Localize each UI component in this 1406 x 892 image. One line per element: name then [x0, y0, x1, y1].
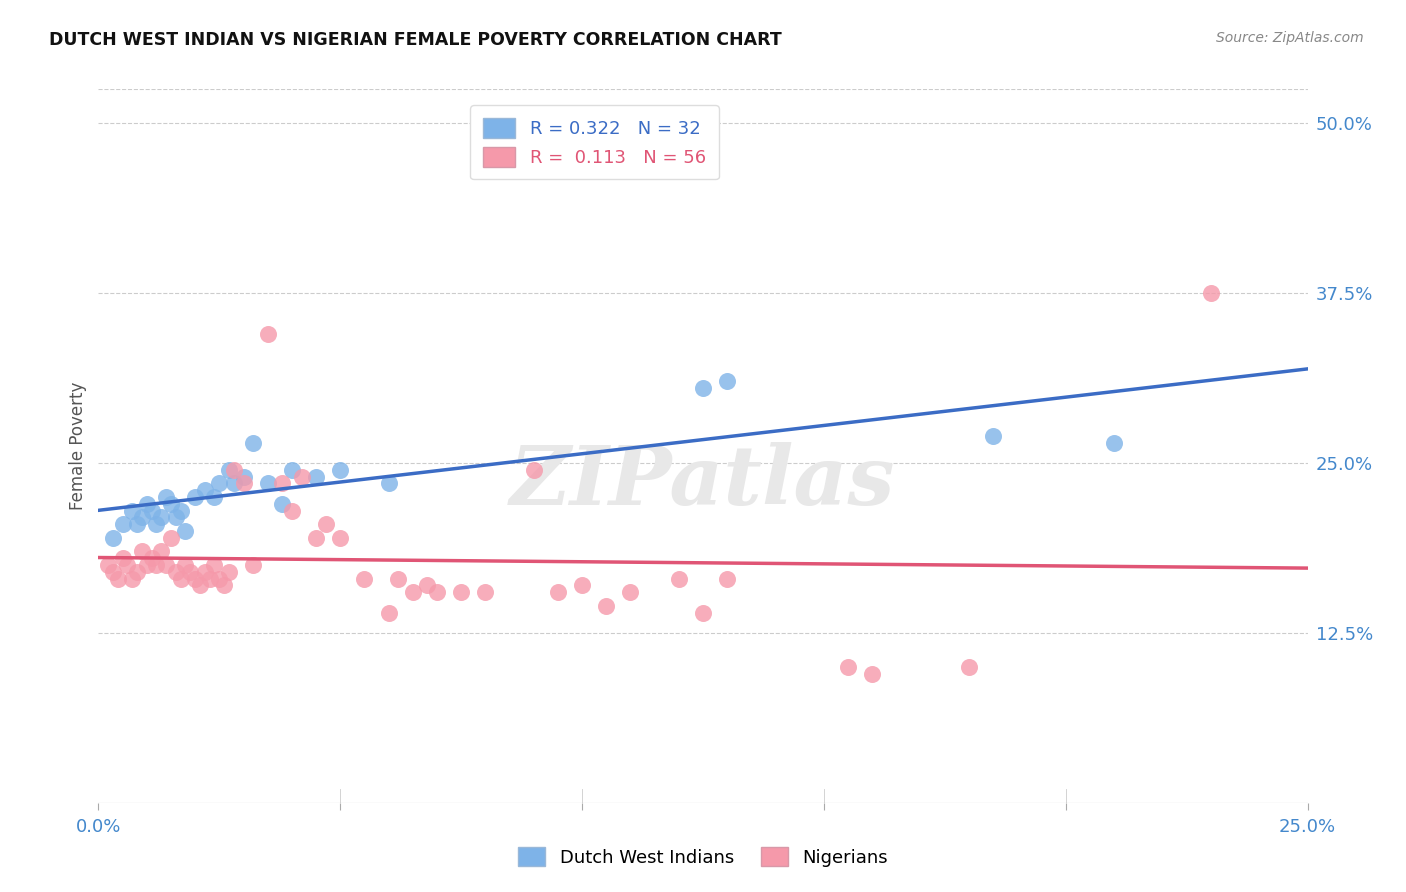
Point: [184, 490, 207, 504]
Point: [315, 517, 337, 532]
Point: [329, 463, 352, 477]
Point: [204, 558, 226, 572]
Point: [117, 558, 139, 572]
Point: [232, 476, 254, 491]
Point: [1102, 435, 1125, 450]
Point: [571, 578, 593, 592]
Point: [184, 572, 207, 586]
Point: [416, 578, 439, 592]
Point: [547, 585, 569, 599]
Point: [1199, 286, 1222, 301]
Point: [402, 585, 425, 599]
Point: [127, 517, 149, 532]
Point: [981, 429, 1004, 443]
Point: [107, 572, 129, 586]
Point: [188, 578, 211, 592]
Point: [218, 565, 240, 579]
Point: [111, 551, 134, 566]
Point: [353, 572, 375, 586]
Point: [169, 503, 191, 517]
Point: [145, 558, 167, 572]
Point: [131, 544, 153, 558]
Point: [305, 531, 328, 545]
Point: [111, 517, 134, 532]
Point: [377, 476, 399, 491]
Point: [165, 565, 187, 579]
Point: [127, 565, 149, 579]
Point: [271, 476, 294, 491]
Point: [155, 490, 177, 504]
Point: [194, 483, 217, 498]
Point: [271, 497, 294, 511]
Point: [256, 476, 278, 491]
Point: [837, 660, 859, 674]
Point: [242, 558, 264, 572]
Point: [668, 572, 690, 586]
Point: [426, 585, 449, 599]
Legend: R = 0.322   N = 32, R =  0.113   N = 56: R = 0.322 N = 32, R = 0.113 N = 56: [470, 105, 718, 179]
Text: ZIPatlas: ZIPatlas: [510, 442, 896, 522]
Point: [145, 517, 167, 532]
Point: [204, 490, 226, 504]
Point: [242, 435, 264, 450]
Point: [141, 503, 163, 517]
Point: [281, 503, 304, 517]
Point: [212, 578, 235, 592]
Point: [97, 558, 120, 572]
Point: [169, 572, 191, 586]
Point: [194, 565, 217, 579]
Point: [179, 565, 201, 579]
Point: [290, 469, 312, 483]
Point: [121, 503, 143, 517]
Point: [474, 585, 496, 599]
Point: [957, 660, 980, 674]
Point: [387, 572, 409, 586]
Point: [155, 558, 177, 572]
Legend: Dutch West Indians, Nigerians: Dutch West Indians, Nigerians: [510, 840, 896, 874]
Point: [135, 558, 157, 572]
Text: Source: ZipAtlas.com: Source: ZipAtlas.com: [1216, 31, 1364, 45]
Point: [222, 476, 245, 491]
Point: [160, 531, 183, 545]
Point: [174, 558, 197, 572]
Point: [523, 463, 546, 477]
Point: [860, 666, 883, 681]
Point: [198, 572, 221, 586]
Point: [101, 565, 124, 579]
Point: [256, 326, 278, 341]
Point: [101, 531, 124, 545]
Point: [450, 585, 472, 599]
Point: [135, 497, 157, 511]
Point: [595, 599, 617, 613]
Point: [329, 531, 352, 545]
Point: [281, 463, 304, 477]
Point: [232, 469, 254, 483]
Point: [222, 463, 245, 477]
Point: [131, 510, 153, 524]
Point: [165, 510, 187, 524]
Point: [121, 572, 143, 586]
Point: [174, 524, 197, 538]
Point: [692, 606, 714, 620]
Point: [150, 510, 173, 524]
Point: [150, 544, 173, 558]
Point: [208, 476, 231, 491]
Point: [377, 606, 399, 620]
Point: [208, 572, 231, 586]
Y-axis label: Female Poverty: Female Poverty: [69, 382, 87, 510]
Point: [160, 497, 183, 511]
Point: [141, 551, 163, 566]
Text: DUTCH WEST INDIAN VS NIGERIAN FEMALE POVERTY CORRELATION CHART: DUTCH WEST INDIAN VS NIGERIAN FEMALE POV…: [49, 31, 782, 49]
Point: [619, 585, 641, 599]
Point: [716, 572, 738, 586]
Point: [305, 469, 328, 483]
Point: [692, 381, 714, 395]
Point: [218, 463, 240, 477]
Point: [716, 375, 738, 389]
